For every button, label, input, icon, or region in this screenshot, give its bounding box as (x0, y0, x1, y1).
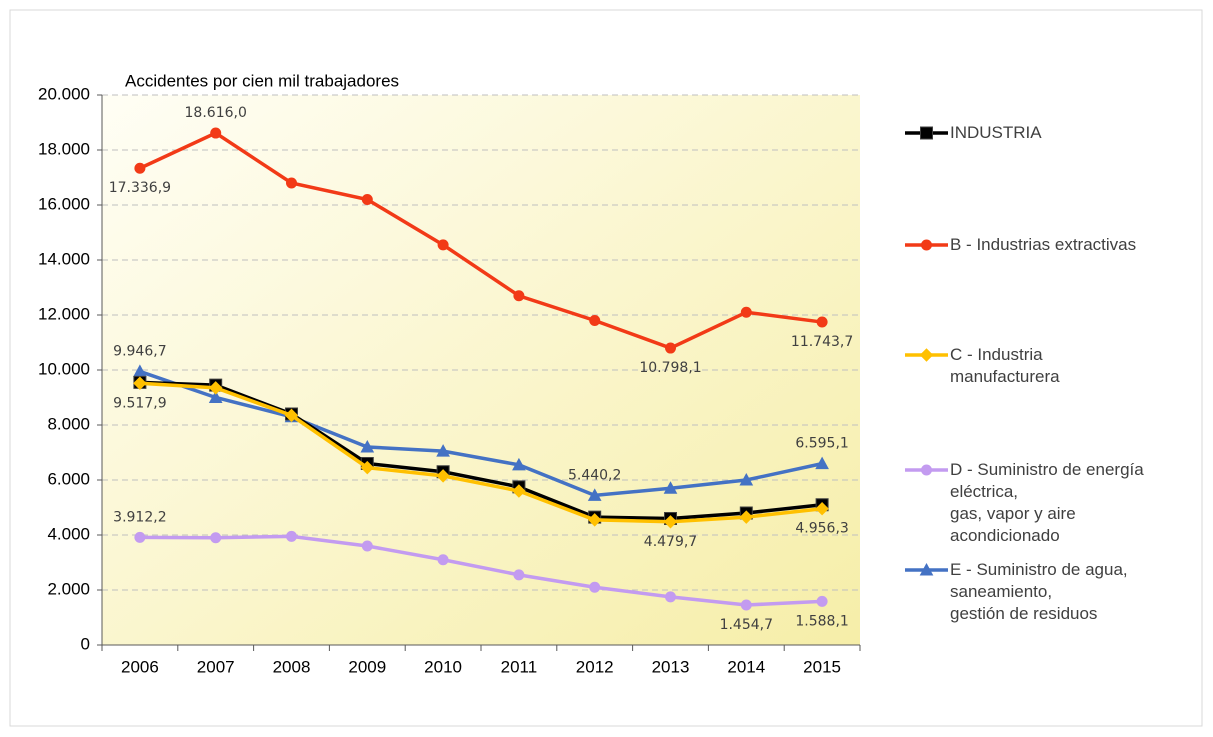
point (286, 177, 297, 189)
x-tick-label: 2007 (197, 657, 235, 676)
y-tick-label: 8.000 (47, 414, 90, 433)
y-tick-label: 0 (81, 634, 90, 653)
point (360, 460, 375, 475)
point (815, 501, 829, 516)
series-line (139, 131, 823, 350)
x-tick-label: 2006 (121, 657, 159, 676)
x-tick-label: 2013 (652, 657, 690, 676)
data-label: 4.956,3 (795, 521, 848, 537)
point (665, 591, 676, 603)
point (134, 162, 146, 174)
point (286, 530, 297, 542)
x-tick-label: 2015 (803, 657, 841, 676)
point (587, 513, 602, 527)
point (815, 456, 829, 470)
point (436, 469, 450, 483)
point (665, 342, 676, 354)
point (587, 488, 602, 501)
legend-label: D - Suministro de energía eléctrica, gas… (950, 460, 1144, 545)
y-tick-label: 20.000 (38, 84, 90, 103)
point (739, 510, 754, 524)
point (361, 194, 373, 205)
data-label: 4.479,7 (644, 534, 697, 550)
legend-label: C - Industria manufacturera (950, 345, 1060, 386)
x-tick-label: 2011 (501, 657, 538, 676)
point (513, 569, 525, 581)
y-tick-label: 10.000 (38, 359, 90, 378)
y-tick-label: 2.000 (47, 579, 90, 598)
data-label: 9.946,7 (113, 343, 166, 359)
point (284, 408, 299, 423)
legend-marker (921, 239, 932, 251)
data-label: 6.595,1 (795, 436, 848, 452)
data-label: 17.336,9 (109, 180, 171, 196)
point (663, 515, 678, 529)
data-label: 9.517,9 (113, 395, 166, 411)
legend-marker (921, 464, 932, 476)
data-label: 5.440,2 (568, 467, 621, 483)
x-tick-label: 2014 (727, 657, 765, 676)
legend-marker (919, 562, 934, 576)
y-tick-label: 4.000 (47, 524, 90, 543)
point (360, 439, 375, 453)
point (816, 316, 828, 328)
point (134, 531, 146, 543)
legend-marker (919, 348, 934, 362)
data-label: 11.743,7 (791, 334, 853, 350)
y-tick-label: 12.000 (38, 304, 90, 323)
series-line (139, 380, 823, 521)
point (513, 290, 525, 302)
x-tick-label: 2010 (424, 657, 462, 676)
data-label: 18.616,0 (185, 105, 247, 121)
x-tick-label: 2009 (348, 657, 386, 676)
point (436, 444, 450, 457)
point (210, 532, 222, 544)
point (208, 390, 223, 403)
point (208, 381, 223, 395)
point (663, 481, 678, 494)
y-tick-label: 14.000 (38, 249, 90, 268)
legend-label: E - Suministro de agua, saneamiento, ges… (950, 560, 1128, 623)
y-tick-label: 18.000 (38, 139, 90, 158)
y-axis-label: Accidentes por cien mil trabajadores (125, 71, 399, 90)
point (361, 540, 373, 552)
series-line (139, 534, 823, 607)
legend-marker (920, 126, 933, 140)
x-tick-label: 2012 (576, 657, 614, 676)
point (512, 484, 526, 498)
y-tick-label: 6.000 (47, 469, 90, 488)
point (589, 581, 601, 593)
point (739, 472, 754, 486)
series-line (139, 369, 823, 498)
point (437, 554, 449, 566)
series-line (139, 381, 823, 524)
data-label: 1.454,7 (720, 617, 773, 633)
point (437, 239, 449, 251)
legend-label: B - Industrias extractivas (950, 235, 1137, 254)
point (512, 457, 526, 471)
point (133, 376, 147, 390)
data-label: 3.912,2 (113, 509, 166, 525)
point (210, 127, 222, 139)
point (740, 306, 752, 318)
y-tick-label: 16.000 (38, 194, 90, 213)
point (740, 599, 752, 611)
point (816, 595, 828, 607)
data-label: 1.588,1 (795, 613, 848, 629)
point (589, 315, 601, 326)
x-tick-label: 2008 (273, 657, 311, 676)
data-label: 10.798,1 (639, 360, 701, 376)
legend-label: INDUSTRIA (950, 123, 1042, 142)
